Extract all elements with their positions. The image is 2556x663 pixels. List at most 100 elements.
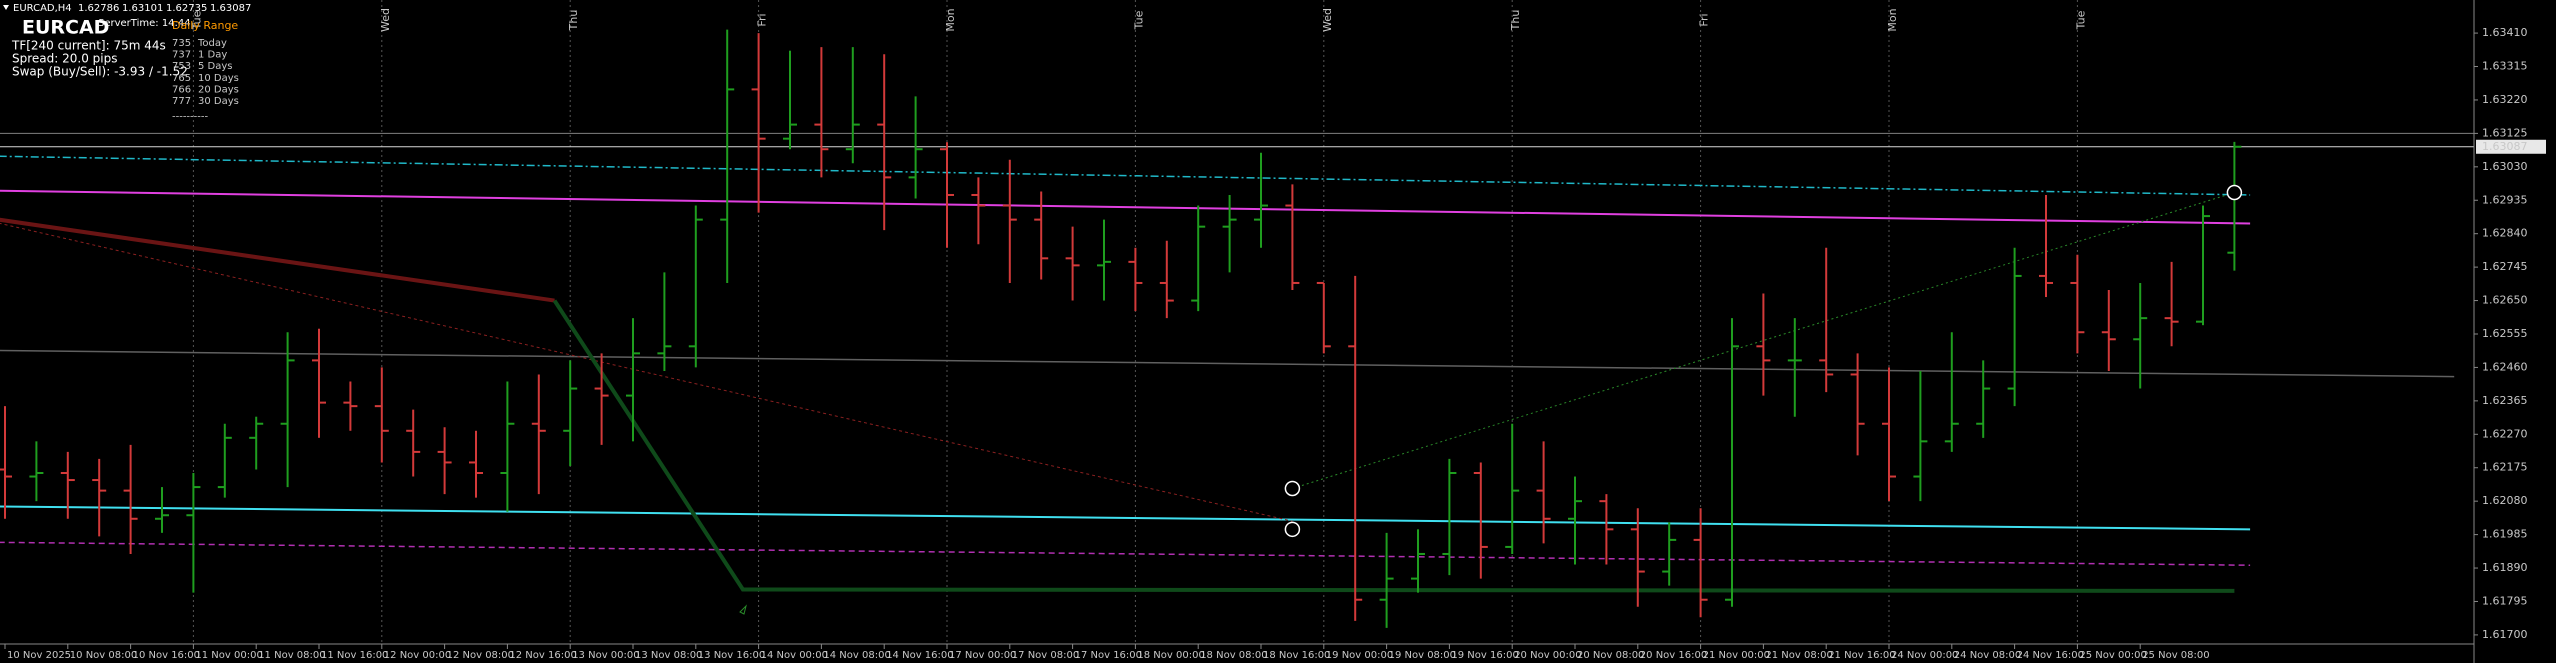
day-label: Thu (567, 10, 580, 32)
x-tick-label: 17 Nov 08:00 (1012, 650, 1079, 661)
y-tick-label: 1.62555 (2482, 327, 2528, 340)
range-label: 1 Day (198, 50, 227, 61)
day-label: Mon (944, 8, 957, 31)
y-tick-label: 1.62650 (2482, 294, 2528, 307)
day-label: Fri (1698, 13, 1711, 26)
range-label: Today (197, 38, 227, 49)
indicator-line (0, 349, 2455, 378)
x-tick-label: 17 Nov 00:00 (949, 650, 1016, 661)
day-label: Mon (1886, 8, 1899, 31)
x-tick-label: 24 Nov 16:00 (2017, 650, 2084, 661)
day-label: Tue (190, 10, 203, 30)
y-tick-label: 1.62270 (2482, 427, 2528, 440)
y-tick-label: 1.61700 (2482, 628, 2528, 641)
y-tick-label: 1.62745 (2482, 260, 2528, 273)
signal-marker (1284, 480, 1301, 497)
server-time: ServerTime: 14:44 (98, 18, 191, 29)
day-label: Fri (756, 13, 769, 26)
x-tick-label: 24 Nov 00:00 (1891, 650, 1958, 661)
x-tick-label: 18 Nov 16:00 (1263, 650, 1330, 661)
y-tick-label: 1.62365 (2482, 394, 2528, 407)
x-tick-label: 10 Nov 2025 (7, 650, 71, 661)
indicator-line (0, 189, 2251, 225)
info-title: EURCAD (22, 17, 109, 39)
price-tag (2476, 139, 2546, 154)
x-tick-label: 13 Nov 08:00 (635, 650, 702, 661)
plot-area: Tue Wed Thu Fri Mon Tue Wed Thu Fri Mon Tue (0, 0, 2474, 643)
x-tick-label: 10 Nov 16:00 (133, 650, 200, 661)
range-value: 766 (172, 84, 191, 95)
x-tick-label: 20 Nov 16:00 (1640, 650, 1707, 661)
y-tick-label: 1.62080 (2482, 494, 2528, 507)
x-tick-label: 24 Nov 08:00 (1954, 650, 2021, 661)
menu-icon[interactable] (3, 5, 9, 10)
info-line: Spread: 20.0 pips (12, 52, 117, 66)
range-label: 30 Days (198, 96, 239, 107)
x-tick-label: 12 Nov 00:00 (384, 650, 451, 661)
indicator-line (0, 222, 1293, 522)
day-label: Thu (1509, 10, 1522, 32)
range-value: 737 (172, 50, 191, 61)
ohlc-close: 1.63087 (210, 3, 251, 14)
arrow-icon (739, 604, 747, 615)
indicator-line (552, 299, 2235, 593)
ohlc-high: 1.63101 (122, 3, 163, 14)
x-tick-label: 21 Nov 00:00 (1703, 650, 1770, 661)
x-tick-label: 12 Nov 16:00 (509, 650, 576, 661)
x-tick-label: 20 Nov 00:00 (1514, 650, 1581, 661)
range-label: 20 Days (198, 84, 239, 95)
y-tick-label: 1.62840 (2482, 227, 2528, 240)
range-footer: ---------- (172, 112, 208, 123)
x-tick-label: 19 Nov 00:00 (1326, 650, 1393, 661)
day-label: Wed (379, 8, 392, 32)
x-tick-label: 21 Nov 16:00 (1828, 650, 1895, 661)
y-tick-label: 1.61795 (2482, 594, 2528, 607)
x-tick-label: 14 Nov 00:00 (761, 650, 828, 661)
x-tick-label: 25 Nov 00:00 (2079, 650, 2146, 661)
x-tick-label: 13 Nov 16:00 (698, 650, 765, 661)
x-tick-label: 10 Nov 08:00 (70, 650, 137, 661)
x-tick-label: 14 Nov 08:00 (823, 650, 890, 661)
y-tick-label: 1.61985 (2482, 528, 2528, 541)
x-tick-label: 18 Nov 00:00 (1137, 650, 1204, 661)
indicator-line (0, 155, 2251, 196)
y-tick-label: 1.62935 (2482, 193, 2528, 206)
range-label: 5 Days (198, 61, 233, 72)
range-value: 753 (172, 61, 191, 72)
x-tick-label: 21 Nov 08:00 (1765, 650, 1832, 661)
ohlc-open: 1.62786 (78, 3, 119, 14)
x-tick-label: 19 Nov 08:00 (1389, 650, 1456, 661)
x-tick-label: 25 Nov 08:00 (2142, 650, 2209, 661)
x-tick-label: 11 Nov 16:00 (321, 650, 388, 661)
y-tick-label: 1.63220 (2482, 93, 2528, 106)
ohlc-low: 1.62735 (166, 3, 207, 14)
daily-range-title: Daily Range (172, 19, 238, 32)
x-tick-label: 12 Nov 08:00 (447, 650, 514, 661)
x-tick-label: 13 Nov 00:00 (572, 650, 639, 661)
day-label: Tue (1132, 10, 1145, 30)
x-tick-label: 17 Nov 16:00 (1075, 650, 1142, 661)
signal-marker (1284, 521, 1301, 538)
y-tick-label: 1.63410 (2482, 26, 2528, 39)
x-tick-label: 18 Nov 08:00 (1200, 650, 1267, 661)
y-tick-label: 1.62175 (2482, 461, 2528, 474)
x-tick-label: 20 Nov 08:00 (1577, 650, 1644, 661)
range-value: 777 (172, 96, 191, 107)
daily-range: 735 Today 737 1 Day 753 5 Days 765 10 Days 766 20… (172, 38, 239, 123)
indicator-line (0, 505, 2251, 531)
range-label: 10 Days (198, 73, 239, 84)
info-line: TF[240 current]: 75m 44s (11, 39, 166, 53)
info-line: Swap (Buy/Sell): -3.93 / -1.52 (12, 65, 188, 79)
y-tick-label: 1.62460 (2482, 360, 2528, 373)
y-tick-label: 1.63125 (2482, 126, 2528, 139)
x-tick-label: 11 Nov 08:00 (258, 650, 325, 661)
day-label: Wed (1321, 8, 1334, 32)
signal-marker (2226, 184, 2243, 201)
day-label: Tue (2074, 10, 2087, 30)
range-value: 735 (172, 38, 191, 49)
y-tick-label: 1.63315 (2482, 60, 2528, 73)
price-tag-label: 1.63087 (2482, 140, 2528, 153)
range-value: 765 (172, 73, 191, 84)
